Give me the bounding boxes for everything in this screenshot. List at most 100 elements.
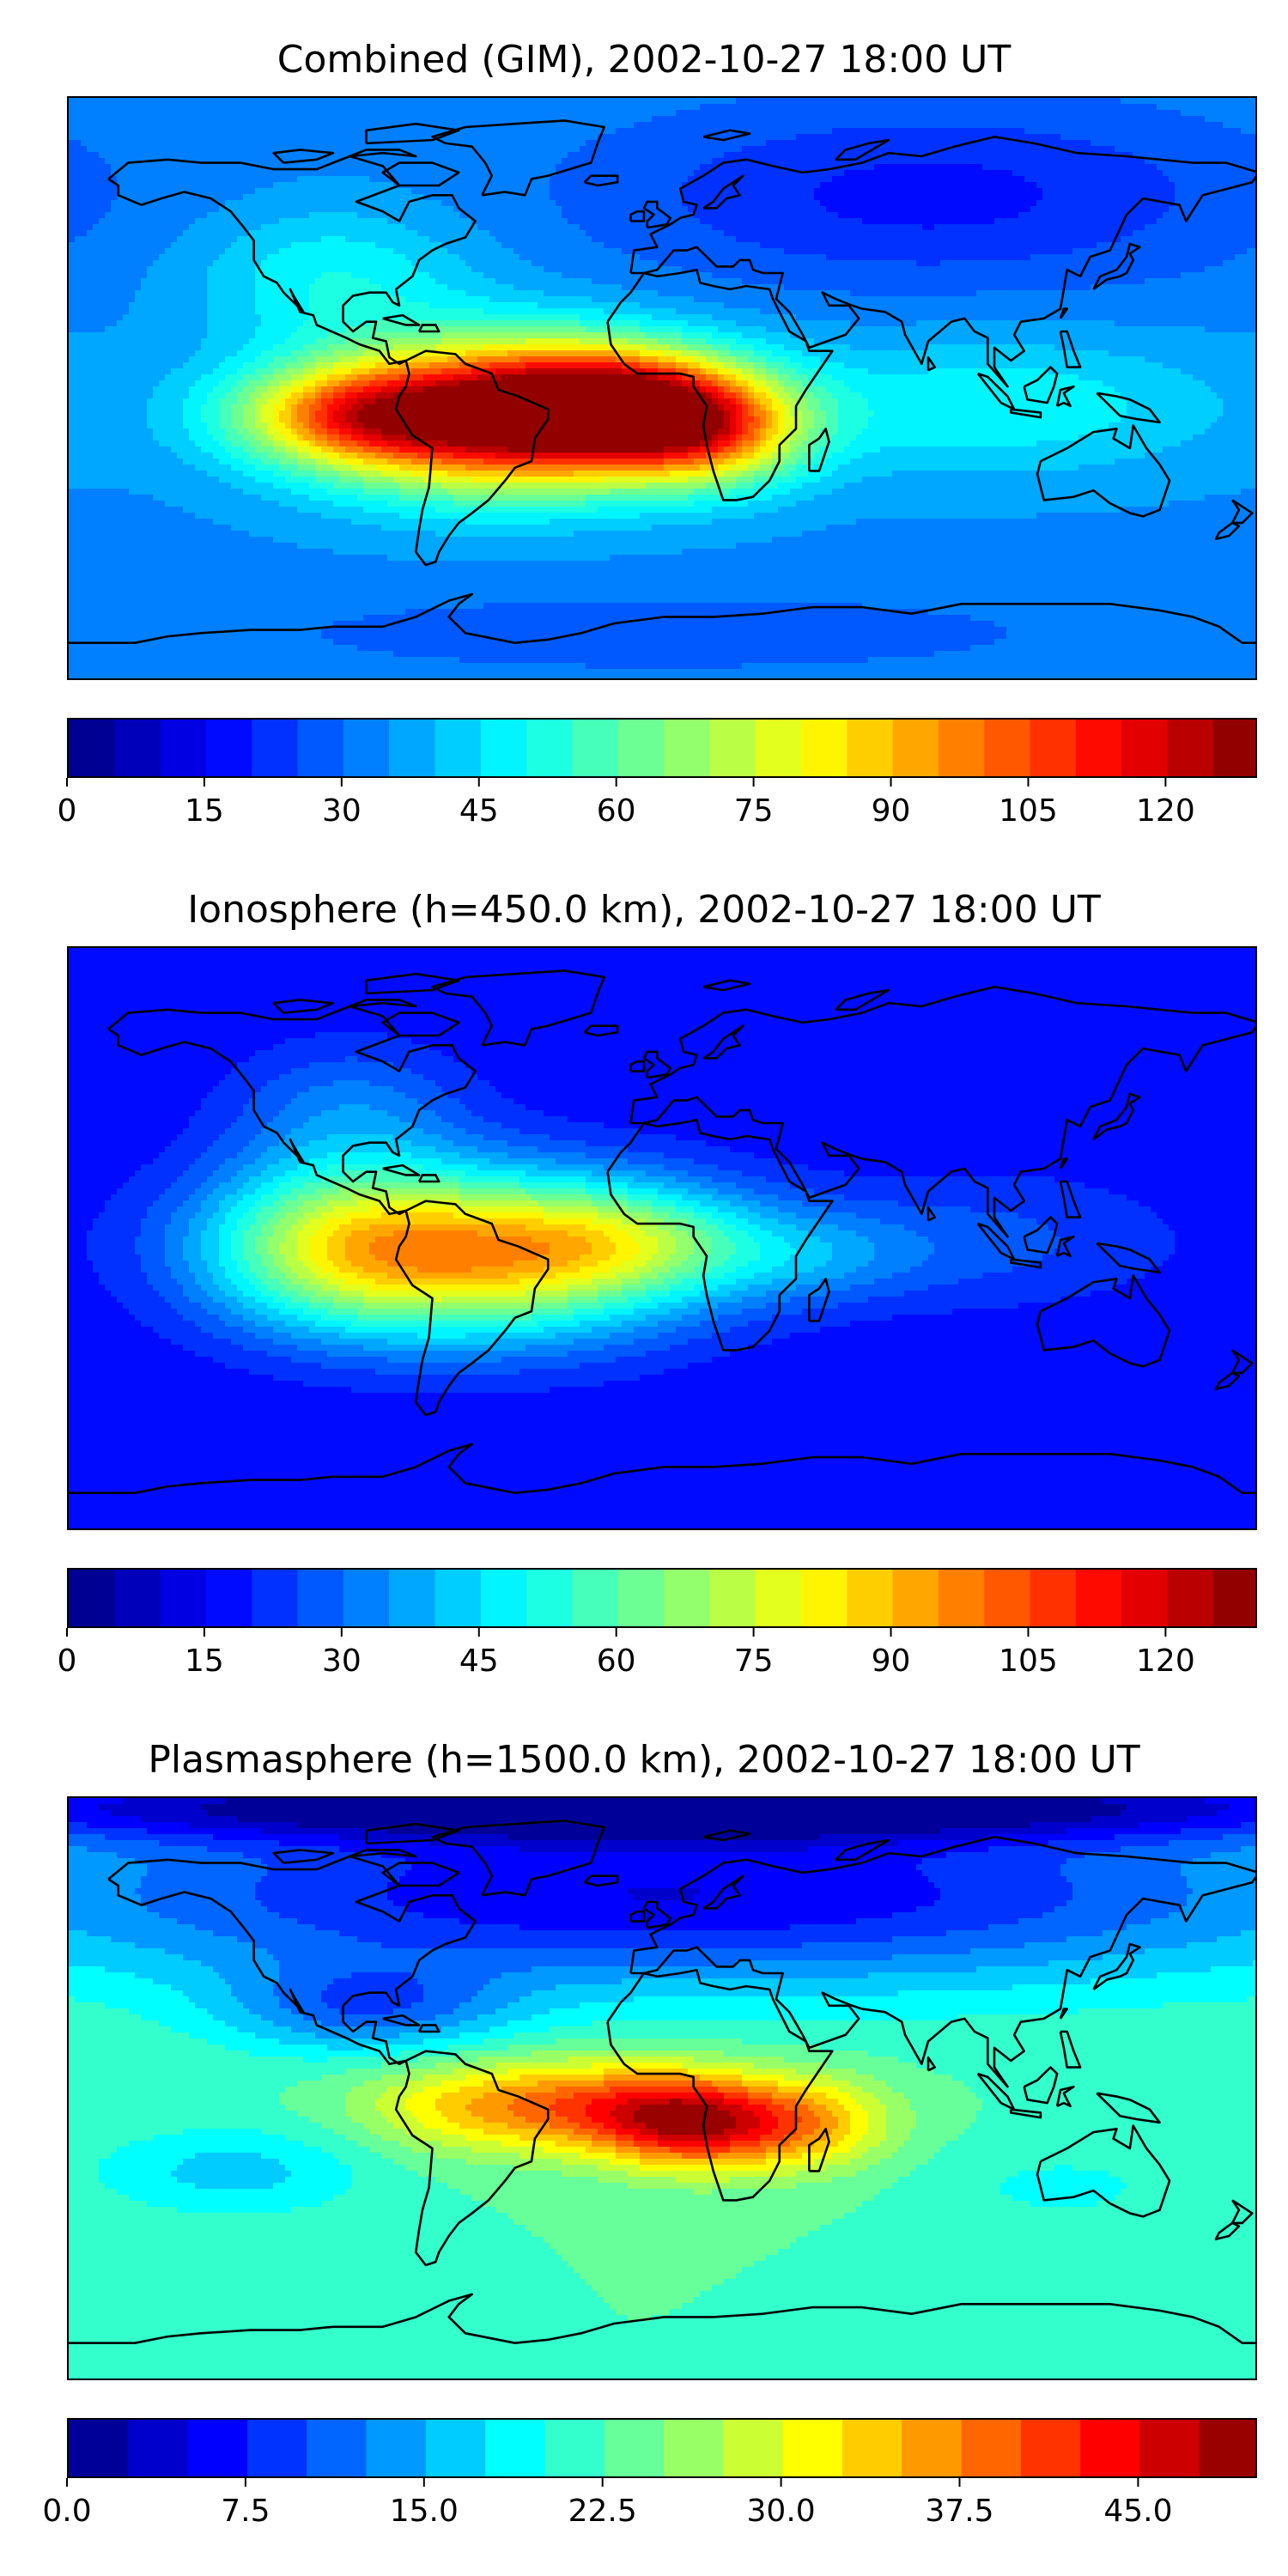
colorbar-segment (892, 1570, 939, 1626)
colorbar-tick-label: 90 (872, 1643, 911, 1679)
coastline (107, 1005, 477, 1216)
colorbar-segment (709, 1570, 756, 1626)
coastline (382, 1163, 421, 1176)
coastline (629, 210, 646, 222)
panel3-colorbar (67, 2418, 1257, 2478)
colorbar-segment (544, 2420, 605, 2476)
panel2-map (67, 946, 1257, 1530)
coastline (272, 149, 335, 164)
coastline (927, 1206, 937, 1222)
coastline (702, 1874, 744, 1910)
colorbar-segment (572, 720, 619, 776)
coastline (1214, 1371, 1241, 1391)
colorbar-tick-label: 120 (1136, 1643, 1195, 1679)
colorbar-segment (297, 720, 344, 776)
colorbar-tick-label: 45 (459, 793, 499, 829)
panel2-title: Ionosphere (h=450.0 km), 2002-10-27 18:0… (0, 888, 1288, 933)
coastline (1214, 2221, 1241, 2241)
coastline (1009, 1258, 1042, 1269)
coastline (1055, 1235, 1075, 1258)
colorbar-segment (1167, 1570, 1214, 1626)
coastline (629, 1836, 1255, 2088)
coastline (381, 1012, 460, 1037)
coastline (1023, 366, 1059, 404)
colorbar-segment (617, 1570, 665, 1626)
colorbar-segment (755, 1570, 802, 1626)
colorbar-segment (69, 2420, 129, 2476)
colorbar-segment (69, 720, 115, 776)
colorbar-segment (114, 1570, 161, 1626)
coastline (976, 1222, 1016, 1261)
colorbar-segment (160, 1570, 207, 1626)
colorbar-segment (847, 1570, 894, 1626)
panel2-map-svg (69, 948, 1255, 1528)
colorbar-segment (755, 720, 802, 776)
coastline (1096, 1242, 1161, 1274)
colorbar-segment (128, 2420, 189, 2476)
coastline (835, 988, 890, 1012)
colorbar-segment (709, 720, 756, 776)
colorbar-segment (800, 1570, 848, 1626)
colorbar-tick-label: 45 (459, 1643, 499, 1679)
colorbar-segment (617, 720, 665, 776)
colorbar-segment (1020, 2420, 1081, 2476)
colorbar-segment (841, 2420, 902, 2476)
colorbar-segment (984, 1570, 1030, 1626)
colorbar-segment (480, 1570, 527, 1626)
colorbar-segment (69, 1570, 115, 1626)
coastline (1096, 2092, 1161, 2124)
coastline (642, 200, 672, 229)
coastline (976, 372, 1016, 410)
coastline (1023, 1216, 1059, 1255)
coastline (69, 1443, 1255, 1494)
coastline (583, 1874, 619, 1887)
coastline (702, 129, 751, 142)
coastline (583, 174, 619, 187)
coastline (835, 1838, 890, 1862)
coastline (1230, 2199, 1254, 2225)
coastline (1059, 2030, 1082, 2069)
colorbar-segment (902, 2420, 962, 2476)
coastline (1009, 2108, 1042, 2119)
coastline (431, 119, 606, 197)
colorbar-segment (1212, 1570, 1255, 1626)
coastline (1096, 392, 1161, 424)
coastline (927, 2056, 937, 2072)
colorbar-segment (480, 720, 527, 776)
coastline (583, 1024, 619, 1037)
coastline (365, 1822, 460, 1845)
colorbar-segment (252, 720, 299, 776)
colorbar-segment (252, 1570, 299, 1626)
coastline (272, 1849, 335, 1864)
coastline (382, 313, 421, 326)
coastline (107, 155, 477, 366)
colorbar-tick-label: 75 (734, 1643, 774, 1679)
coastline (606, 1118, 834, 1352)
colorbar-segment (1075, 1570, 1122, 1626)
coastline (1214, 521, 1241, 541)
colorbar-segment (723, 2420, 784, 2476)
panel3-map-svg (69, 1798, 1255, 2379)
colorbar-segment (297, 1570, 344, 1626)
coastline (1092, 242, 1141, 290)
coastline (835, 138, 890, 161)
coastline (702, 979, 751, 992)
colorbar-tick-label: 60 (597, 1643, 636, 1679)
colorbar-tick-label: 15 (185, 793, 224, 829)
coastline (365, 122, 460, 145)
colorbar-tick-label: 37.5 (925, 2494, 993, 2529)
colorbar-segment (1121, 1570, 1168, 1626)
colorbar-tick-label: 60 (597, 793, 636, 829)
colorbar-tick-label: 30 (322, 1643, 361, 1679)
coastline (606, 268, 834, 501)
coastline (1230, 1349, 1254, 1375)
panel3-colorbar-ticks: 0.0 7.5 15.0 22.5 30.0 37.5 45.0 (42, 2478, 1257, 2530)
panel2-colorbar-ticks: 0 15 30 45 60 75 90 105 120 (58, 1628, 1257, 1680)
panel1-map-svg (69, 98, 1255, 678)
colorbar-tick-label: 105 (999, 1643, 1058, 1679)
colorbar-tick-label: 45.0 (1103, 2494, 1172, 2529)
colorbar-segment (366, 2420, 427, 2476)
coastline (606, 1968, 834, 2202)
colorbar-segment (434, 1570, 482, 1626)
coastline (1036, 1274, 1171, 1368)
